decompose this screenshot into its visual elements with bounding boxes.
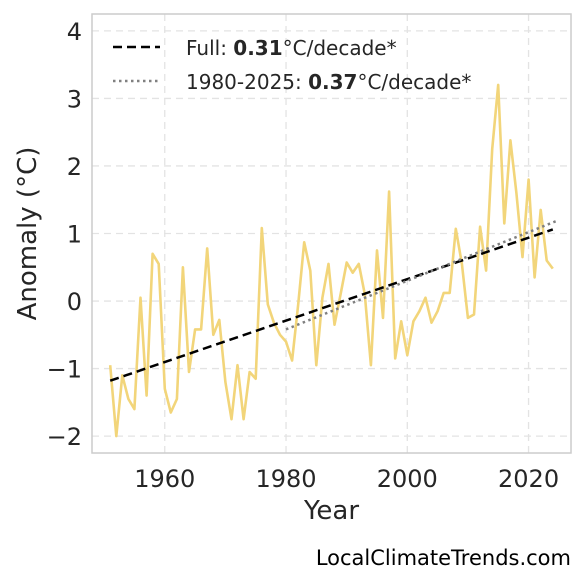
y-tick-label: −2: [47, 423, 82, 451]
tick-labels: 1960 1980 2000 2020 −2 −1 0 1 2 3 4: [47, 18, 559, 493]
legend-full-value: 0.31: [233, 36, 282, 60]
legend-full-label: Full:: [186, 36, 233, 60]
y-tick-label: 2: [67, 153, 82, 181]
x-tick-label: 1980: [255, 465, 316, 493]
y-tick-label: −1: [47, 356, 82, 384]
legend: Full: 0.31°C/decade* 1980-2025: 0.37°C/d…: [113, 36, 471, 94]
site-credit: LocalClimateTrends.com: [315, 546, 571, 570]
legend-recent-text: 1980-2025: 0.37°C/decade*: [186, 70, 471, 94]
y-tick-label: 1: [67, 221, 82, 249]
legend-full-unit: °C/decade*: [283, 36, 397, 60]
y-tick-label: 0: [67, 288, 82, 316]
legend-recent-unit: °C/decade*: [357, 70, 471, 94]
recent-trend-line: [285, 218, 560, 331]
y-tick-label: 4: [67, 18, 82, 46]
series-layer: [108, 83, 560, 438]
x-axis-label: Year: [303, 496, 359, 526]
legend-recent-label: 1980-2025:: [186, 70, 308, 94]
x-tick-label: 2020: [498, 465, 559, 493]
x-tick-label: 1960: [134, 465, 195, 493]
y-tick-label: 3: [67, 85, 82, 113]
plot-frame: [91, 13, 572, 454]
anomaly-series-line: [108, 83, 554, 438]
x-tick-label: 2000: [377, 465, 438, 493]
legend-full-text: Full: 0.31°C/decade*: [186, 36, 397, 60]
full-trend-line: [109, 228, 554, 382]
legend-recent-value: 0.37: [308, 70, 357, 94]
y-axis-label: Anomaly (°C): [13, 147, 43, 321]
